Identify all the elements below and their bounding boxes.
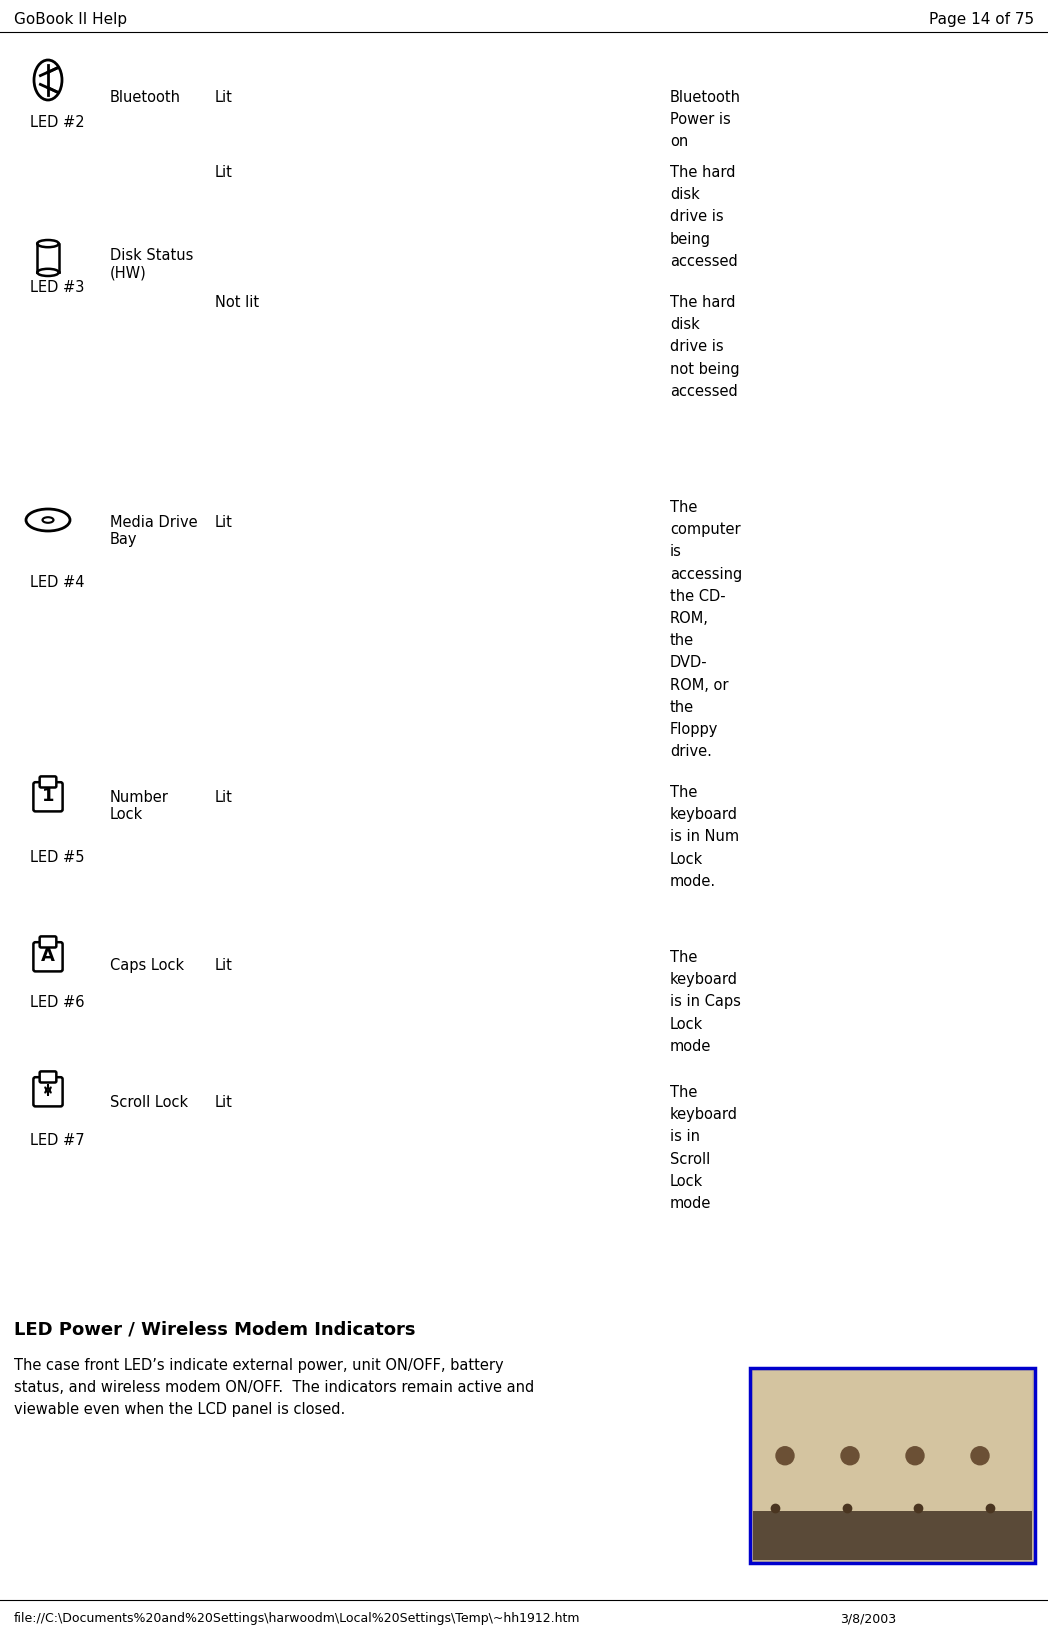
Text: Lit: Lit — [215, 957, 233, 974]
Text: Lit: Lit — [215, 1095, 233, 1110]
Text: LED #6: LED #6 — [30, 995, 85, 1010]
Text: The
keyboard
is in Caps
Lock
mode: The keyboard is in Caps Lock mode — [670, 951, 741, 1054]
FancyBboxPatch shape — [34, 1077, 63, 1107]
Text: LED #4: LED #4 — [30, 575, 85, 589]
Text: Number
Lock: Number Lock — [110, 790, 169, 823]
Text: The case front LED’s indicate external power, unit ON/OFF, battery: The case front LED’s indicate external p… — [14, 1358, 504, 1373]
Text: LED #7: LED #7 — [30, 1133, 85, 1148]
FancyBboxPatch shape — [40, 1071, 57, 1082]
Text: The hard
disk
drive is
not being
accessed: The hard disk drive is not being accesse… — [670, 296, 740, 399]
Text: LED Power / Wireless Modem Indicators: LED Power / Wireless Modem Indicators — [14, 1320, 415, 1338]
Text: status, and wireless modem ON/OFF.  The indicators remain active and: status, and wireless modem ON/OFF. The i… — [14, 1379, 534, 1396]
Bar — [754, 1511, 1032, 1560]
Text: file://C:\Documents%20and%20Settings\harwoodm\Local%20Settings\Temp\~hh1912.htm: file://C:\Documents%20and%20Settings\har… — [14, 1612, 581, 1626]
Text: Lit: Lit — [215, 516, 233, 530]
Text: Bluetooth: Bluetooth — [110, 90, 181, 105]
Ellipse shape — [34, 61, 62, 100]
Text: A: A — [41, 947, 54, 965]
Text: The
keyboard
is in
Scroll
Lock
mode: The keyboard is in Scroll Lock mode — [670, 1085, 738, 1212]
Text: 1: 1 — [42, 787, 54, 805]
Text: viewable even when the LCD panel is closed.: viewable even when the LCD panel is clos… — [14, 1402, 345, 1417]
Text: 3/8/2003: 3/8/2003 — [840, 1612, 896, 1626]
Circle shape — [776, 1447, 794, 1465]
Text: Scroll Lock: Scroll Lock — [110, 1095, 189, 1110]
Circle shape — [907, 1447, 924, 1465]
Text: LED #2: LED #2 — [30, 115, 85, 130]
Bar — [37, 243, 59, 273]
Circle shape — [971, 1447, 989, 1465]
Text: The
keyboard
is in Num
Lock
mode.: The keyboard is in Num Lock mode. — [670, 785, 739, 888]
Bar — [750, 1368, 1035, 1563]
Text: Media Drive
Bay: Media Drive Bay — [110, 516, 198, 547]
Text: Lit: Lit — [215, 164, 233, 181]
Circle shape — [840, 1447, 859, 1465]
Text: The hard
disk
drive is
being
accessed: The hard disk drive is being accessed — [670, 164, 738, 269]
FancyBboxPatch shape — [34, 943, 63, 972]
Text: Not lit: Not lit — [215, 296, 259, 310]
Text: LED #3: LED #3 — [30, 281, 85, 296]
FancyBboxPatch shape — [34, 782, 63, 811]
FancyBboxPatch shape — [40, 777, 57, 788]
Text: Disk Status
(HW): Disk Status (HW) — [110, 248, 194, 281]
Text: Page 14 of 75: Page 14 of 75 — [929, 11, 1034, 26]
Ellipse shape — [43, 517, 53, 522]
Ellipse shape — [26, 509, 70, 530]
Text: Lit: Lit — [215, 790, 233, 805]
Text: Lit: Lit — [215, 90, 233, 105]
Ellipse shape — [37, 269, 59, 276]
FancyBboxPatch shape — [40, 936, 57, 947]
Bar — [754, 1371, 1032, 1560]
Text: GoBook II Help: GoBook II Help — [14, 11, 127, 26]
Text: LED #5: LED #5 — [30, 851, 85, 865]
Ellipse shape — [37, 240, 59, 248]
Text: Bluetooth
Power is
on: Bluetooth Power is on — [670, 90, 741, 149]
Text: Caps Lock: Caps Lock — [110, 957, 184, 974]
Text: The
computer
is
accessing
the CD-
ROM,
the
DVD-
ROM, or
the
Floppy
drive.: The computer is accessing the CD- ROM, t… — [670, 501, 742, 759]
